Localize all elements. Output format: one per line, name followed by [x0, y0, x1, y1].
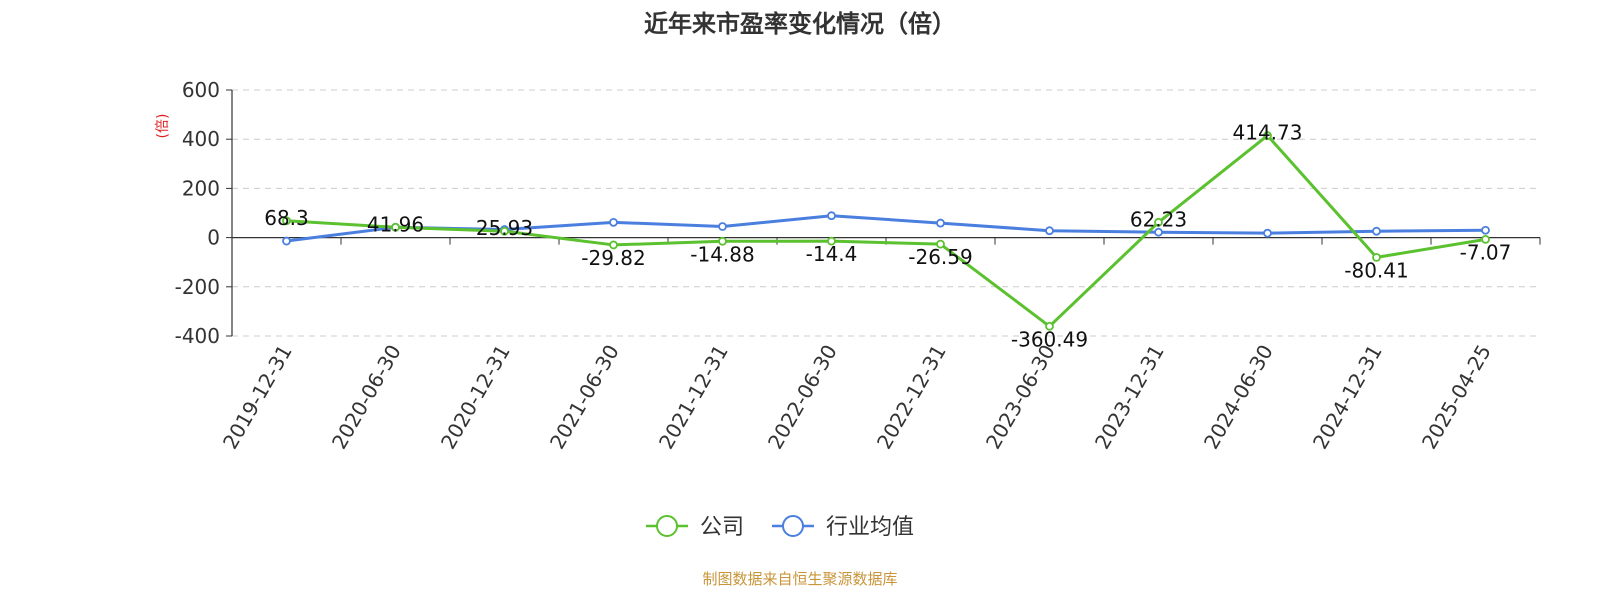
- data-point[interactable]: [718, 222, 727, 231]
- y-tick-label: 0: [207, 226, 220, 250]
- y-tick-label: -200: [175, 275, 220, 299]
- chart-title: 近年来市盈率变化情况（倍）: [644, 10, 956, 38]
- data-label: -14.88: [690, 242, 754, 266]
- data-labels: 68.3 41.96 25.93 -29.82 -14.88 -14.4 -26.59 -36…: [264, 121, 1511, 352]
- y-tick-label: 200: [182, 176, 220, 200]
- grid-lines: [232, 89, 1540, 337]
- y-tick-labels: 600 400 200 0 -200 -400: [175, 78, 220, 348]
- x-tick-label: 2019-12-31: [218, 341, 297, 454]
- legend-item[interactable]: 行业均值: [772, 515, 914, 540]
- data-point[interactable]: [609, 217, 618, 227]
- x-tick-label: 2020-12-31: [436, 341, 515, 454]
- data-point[interactable]: [282, 236, 291, 246]
- x-tick-label: 2023-12-31: [1090, 341, 1169, 454]
- x-tick-label: 2024-12-31: [1308, 341, 1387, 454]
- data-point[interactable]: [1372, 252, 1381, 262]
- x-tick-labels: 2019-12-31 2020-06-30 2020-12-31 2021-06-30…: [218, 341, 1496, 454]
- legend-label: 公司: [700, 515, 744, 540]
- data-label: -80.41: [1344, 258, 1408, 282]
- y-tick-label: 400: [182, 127, 220, 151]
- y-axis-unit-label: (倍): [155, 114, 171, 139]
- legend-label: 行业均值: [826, 515, 914, 540]
- data-point[interactable]: [1154, 227, 1163, 237]
- x-tick-label: 2021-06-30: [545, 341, 624, 454]
- data-point[interactable]: [391, 222, 400, 232]
- x-tick-label: 2022-12-31: [872, 341, 951, 454]
- data-point[interactable]: [1045, 321, 1054, 331]
- data-point[interactable]: [1372, 226, 1381, 236]
- data-label: 25.93: [476, 216, 533, 240]
- data-point[interactable]: [1045, 226, 1054, 236]
- data-label: -14.4: [806, 242, 858, 266]
- legend-marker-icon: [656, 515, 678, 537]
- data-point[interactable]: [1263, 228, 1272, 238]
- data-label: -360.49: [1011, 327, 1088, 351]
- series-line: [286, 134, 1486, 328]
- data-label: -26.59: [908, 245, 972, 269]
- data-label: 414.73: [1233, 121, 1303, 145]
- x-tick-label: 2021-12-31: [654, 341, 733, 454]
- data-label: -7.07: [1460, 240, 1512, 264]
- x-tick-label: 2024-06-30: [1199, 341, 1278, 454]
- legend[interactable]: 公司 行业均值: [646, 515, 914, 540]
- data-label: 68.3: [264, 206, 309, 230]
- data-point[interactable]: [1481, 234, 1490, 244]
- data-point[interactable]: [827, 211, 836, 221]
- x-tick-label: 2023-06-30: [981, 341, 1060, 454]
- data-point[interactable]: [1154, 217, 1163, 227]
- data-point[interactable]: [500, 226, 509, 236]
- data-label: -29.82: [581, 246, 645, 270]
- source-note: 制图数据来自恒生聚源数据库: [702, 570, 897, 588]
- data-point[interactable]: [282, 216, 291, 226]
- data-point[interactable]: [936, 239, 945, 249]
- x-tick-label: 2020-06-30: [327, 341, 406, 454]
- x-tick-label: 2025-04-25: [1417, 341, 1496, 454]
- axes: [226, 89, 1541, 337]
- data-label: 41.96: [367, 212, 424, 236]
- data-point[interactable]: [609, 240, 618, 250]
- legend-item[interactable]: 公司: [646, 515, 744, 540]
- data-point[interactable]: [718, 236, 727, 246]
- legend-marker-icon: [782, 515, 804, 537]
- data-label: 62.23: [1130, 207, 1187, 231]
- data-point[interactable]: [936, 218, 945, 228]
- data-point[interactable]: [1481, 225, 1490, 235]
- data-point[interactable]: [1263, 131, 1272, 140]
- x-tick-label: 2022-06-30: [763, 341, 842, 454]
- y-tick-label: -400: [175, 324, 220, 348]
- data-point[interactable]: [827, 236, 836, 246]
- series-lines: [282, 131, 1490, 331]
- y-tick-label: 600: [182, 78, 220, 102]
